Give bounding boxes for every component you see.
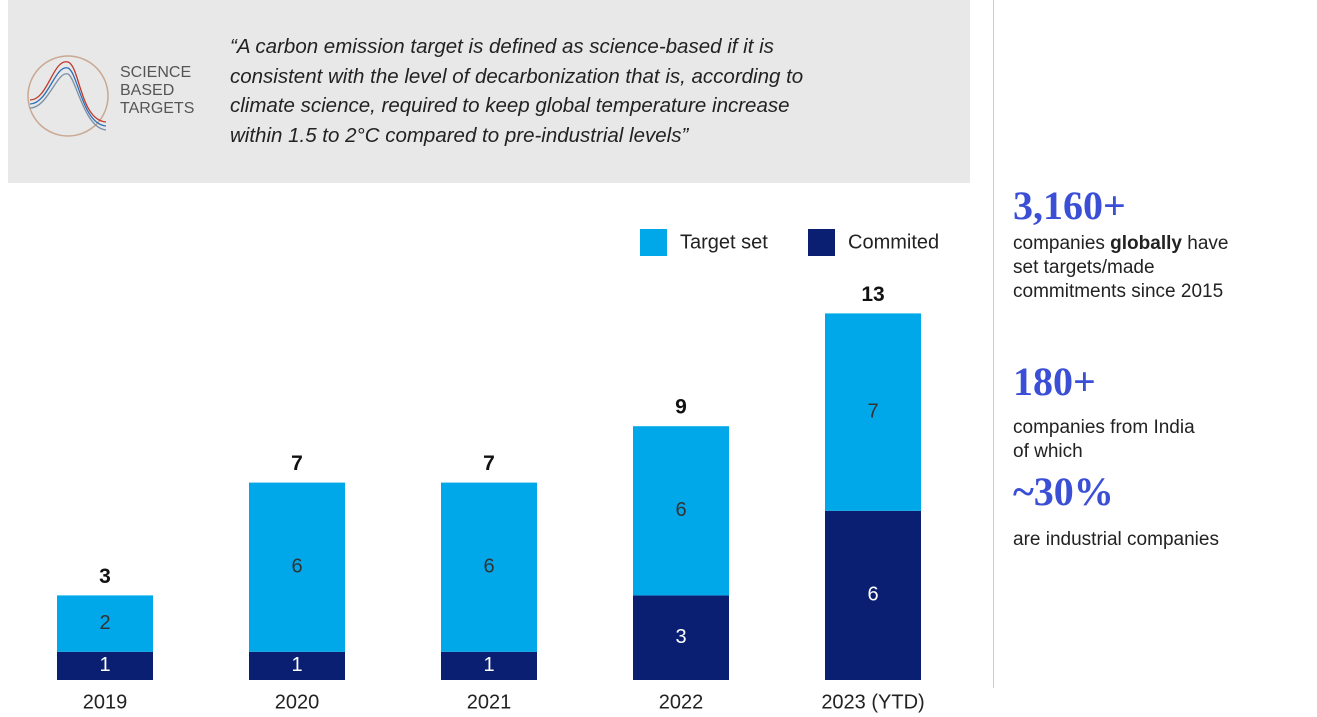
segment-label: 3	[675, 626, 686, 648]
stat-text: globally	[1110, 233, 1182, 254]
segment-label: 6	[675, 499, 686, 521]
bar-segment	[441, 651, 537, 680]
logo-curve	[29, 67, 107, 127]
stat-figure: 3,160+	[1013, 183, 1126, 228]
legend-label: Target set	[680, 231, 768, 253]
logo	[27, 55, 109, 137]
quote-line: climate science, required to keep global…	[230, 94, 790, 117]
header-box	[8, 0, 970, 183]
x-tick-label: 2022	[659, 691, 704, 713]
x-tick-label: 2019	[83, 691, 128, 713]
logo-text-line: TARGETS	[120, 100, 195, 117]
stat-text: have	[1181, 233, 1229, 254]
stat-line: are industrial companies	[1013, 529, 1219, 550]
bar-segment	[633, 595, 729, 680]
bar-segment	[825, 510, 921, 680]
segment-label: 7	[867, 400, 878, 422]
legend-swatch	[640, 229, 667, 256]
bar-segment	[57, 595, 153, 652]
divider	[993, 0, 994, 688]
segment-label: 6	[867, 584, 878, 606]
bar-segment	[633, 426, 729, 596]
bar-segment	[825, 313, 921, 511]
segment-label: 6	[291, 555, 302, 577]
legend-label: Commited	[848, 231, 939, 253]
x-tick-label: 2023 (YTD)	[821, 691, 924, 713]
segment-label: 1	[483, 654, 494, 676]
total-label: 13	[861, 283, 884, 306]
x-tick-label: 2020	[275, 691, 320, 713]
bar-segment	[249, 651, 345, 680]
logo-text-line: SCIENCE	[120, 64, 192, 81]
quote-line: “A carbon emission target is defined as …	[230, 35, 774, 58]
total-label: 7	[483, 452, 495, 475]
segment-label: 1	[291, 654, 302, 676]
logo-curve	[29, 73, 107, 131]
bar-segment	[57, 651, 153, 680]
bar-segment	[249, 482, 345, 652]
total-label: 9	[675, 396, 687, 419]
total-label: 7	[291, 452, 303, 475]
logo-circle	[27, 55, 109, 137]
stat-line: commitments since 2015	[1013, 281, 1224, 302]
stat-figure: 180+	[1013, 359, 1096, 404]
segment-label: 6	[483, 555, 494, 577]
quote-line: within 1.5 to 2°C compared to pre-indust…	[230, 123, 689, 147]
stat-text: companies	[1013, 233, 1111, 254]
segment-label: 1	[99, 654, 110, 676]
stat-line: companies from India	[1013, 417, 1195, 438]
total-label: 3	[99, 565, 111, 588]
legend-swatch	[808, 229, 835, 256]
logo-text-line: BASED	[120, 82, 175, 99]
stat-line: companies globally have	[1013, 232, 1228, 256]
logo-curve	[29, 61, 107, 123]
stat-line: set targets/made	[1013, 257, 1155, 278]
segment-label: 2	[99, 612, 110, 634]
stat-line: of which	[1013, 441, 1083, 462]
chart: 1 2 3 2019 1 6 7 2020 1 6 7 2021 3 6 9 2022 6 7 13 2023 (YT…	[57, 229, 939, 713]
stat-figure: ~30%	[1013, 469, 1114, 514]
x-tick-label: 2021	[467, 691, 512, 713]
quote-line: consistent with the level of decarboniza…	[230, 64, 804, 88]
bar-segment	[441, 482, 537, 652]
